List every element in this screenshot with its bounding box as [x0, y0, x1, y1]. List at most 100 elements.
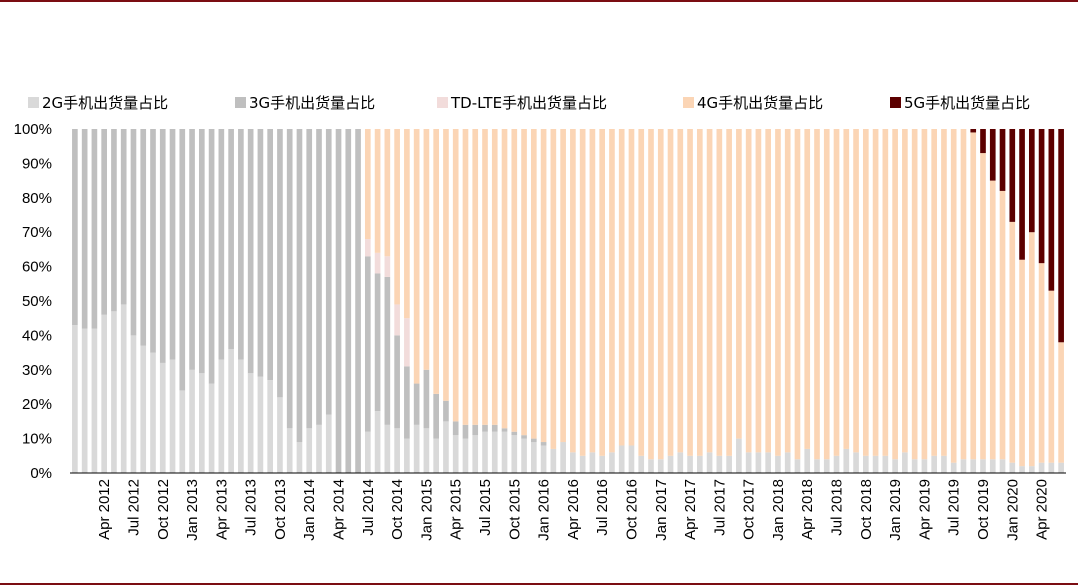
bottom-rule [0, 583, 1078, 585]
bar-segment [677, 452, 684, 473]
bar-segment [228, 349, 234, 473]
bar-segment [404, 438, 410, 473]
bar-segment [501, 129, 508, 429]
x-tick-label: Apr 2012 [96, 479, 113, 540]
bar-segment [960, 129, 967, 460]
x-tick-label: Oct 2017 [741, 479, 758, 540]
x-tick-label: Apr 2017 [682, 479, 699, 540]
bar-segment [345, 129, 352, 473]
bar-segment [579, 129, 586, 456]
bar-segment [530, 438, 537, 443]
bar-segment [511, 435, 518, 473]
bar-segment [579, 455, 586, 473]
bar-segment [540, 442, 547, 446]
x-tick-label: Jul 2019 [946, 479, 963, 536]
bar-segment [521, 129, 527, 436]
bar-segment [413, 129, 420, 384]
bar-segment [618, 129, 625, 446]
bar-segment [491, 424, 498, 432]
bar-segment [726, 455, 732, 473]
bar-segment [247, 129, 254, 374]
x-tick-label: Oct 2014 [389, 479, 406, 540]
bar-segment [745, 129, 752, 453]
bar-segment [775, 129, 781, 456]
y-tick-label: 40% [22, 327, 52, 344]
x-tick-label: Jul 2013 [243, 479, 260, 536]
bar-segment [482, 129, 488, 425]
bar-segment [599, 455, 605, 473]
bar-segment [530, 129, 537, 439]
bar-segment [950, 462, 957, 473]
bar-segment [970, 459, 977, 473]
bar-segment [208, 383, 215, 473]
x-tick-label: Jul 2017 [711, 479, 728, 536]
bar-segment [91, 129, 98, 329]
bar-segment [423, 129, 430, 370]
bar-segment [452, 421, 459, 436]
x-tick-label: Apr 2014 [331, 479, 348, 540]
bar-segment [130, 129, 137, 336]
bar-segment [462, 424, 469, 439]
bar-segment [179, 390, 186, 473]
bar-segment [140, 345, 147, 473]
bar-segment [1038, 129, 1045, 264]
y-tick-label: 0% [30, 465, 52, 482]
x-tick-label: Jan 2016 [536, 479, 553, 541]
bar-segment [423, 369, 430, 429]
bar-segment [550, 448, 557, 473]
bar-segment [521, 435, 527, 439]
bar-segment [316, 424, 322, 473]
bar-segment [823, 129, 830, 460]
bar-segment [862, 129, 869, 456]
bar-segment [550, 129, 557, 449]
legend: 2G手机出货量占比 3G手机出货量占比 TD-LTE手机出货量占比 4G手机出货量占比… [28, 94, 1030, 112]
legend-label: TD-LTE手机出货量占比 [450, 94, 607, 112]
bar-segment [462, 129, 469, 425]
bar-segment [91, 328, 98, 473]
bar-segment [931, 129, 937, 456]
bar-segment [570, 129, 576, 453]
bar-segment [872, 455, 879, 473]
bar-segment [960, 459, 967, 473]
bar-segment [433, 129, 439, 394]
bar-segment [902, 129, 908, 453]
bar-segment [140, 129, 147, 346]
bar-segment [902, 452, 908, 473]
bar-segment [736, 129, 742, 439]
bar-segment [1009, 129, 1016, 222]
bar-segment [911, 129, 918, 460]
bar-segment [384, 276, 391, 425]
x-tick-label: Apr 2016 [565, 479, 582, 540]
bar-segment [765, 452, 771, 473]
bar-segment [501, 428, 508, 432]
bar-segment [687, 129, 693, 456]
bar-segment [179, 129, 186, 391]
legend-label: 3G手机出货量占比 [249, 94, 375, 112]
bar-segment [1028, 232, 1035, 467]
bar-segment [1009, 462, 1016, 473]
bar-segment [443, 129, 449, 401]
bar-segment [980, 153, 986, 460]
bar-segment [941, 455, 947, 473]
bar-segment [862, 455, 869, 473]
bar-segment [462, 438, 469, 473]
bar-segment [72, 129, 78, 326]
bar-segment [384, 256, 391, 277]
bar-segment [560, 129, 566, 443]
bar-segment [843, 129, 850, 449]
top-rule [0, 0, 1078, 2]
bar-segment [169, 359, 176, 473]
y-tick-label: 60% [22, 259, 52, 276]
bar-segment [609, 129, 615, 453]
bar-segment [72, 325, 78, 473]
bar-segment [657, 459, 664, 473]
legend-swatch [28, 97, 39, 108]
bar-segment [716, 129, 723, 456]
bar-segment [472, 129, 479, 425]
bar-segment [413, 383, 420, 425]
bar-segment [1019, 129, 1025, 260]
bar-segment [882, 455, 889, 473]
bar-segment [687, 455, 693, 473]
bar-segment [814, 129, 820, 460]
